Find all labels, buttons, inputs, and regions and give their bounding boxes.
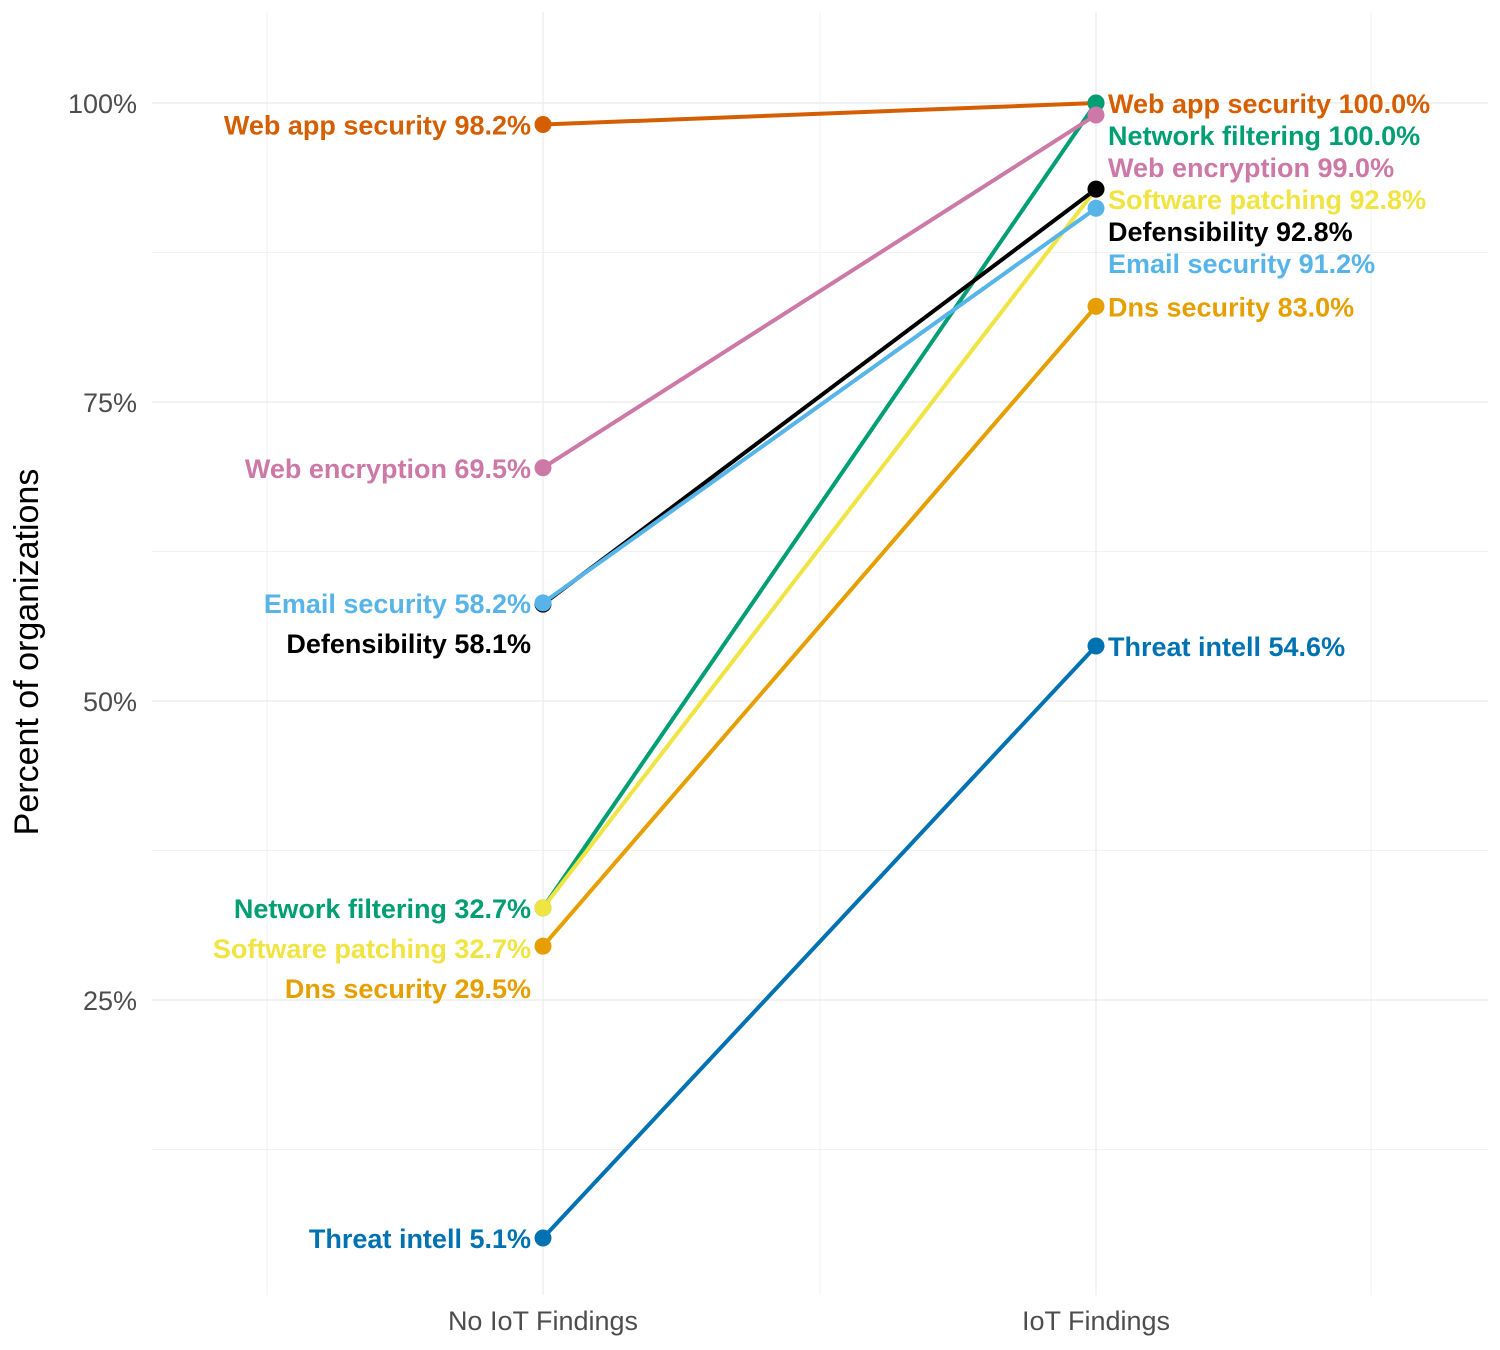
x-axis: No IoT Findings IoT Findings	[448, 1306, 1170, 1336]
label-dns-security-iot: Dns security 83.0%	[1108, 292, 1354, 322]
series-line-web-app-security	[541, 101, 1098, 127]
label-software-patching-iot: Software patching 92.8%	[1108, 185, 1426, 215]
label-software-patching-no-iot: Software patching 32.7%	[213, 934, 531, 964]
x-tick-label: IoT Findings	[1022, 1306, 1170, 1336]
series-line-network-filtering	[541, 101, 1098, 910]
x-tick-label: No IoT Findings	[448, 1306, 638, 1336]
point-web-encryption-no-iot	[534, 459, 552, 477]
series-line-web-encryption	[541, 112, 1098, 470]
label-threat-intell-no-iot: Threat intell 5.1%	[309, 1224, 531, 1254]
point-defensibility-iot	[1087, 180, 1105, 198]
y-tick-label: 100%	[68, 89, 137, 119]
label-threat-intell-iot: Threat intell 54.6%	[1108, 632, 1345, 662]
label-defensibility-no-iot: Defensibility 58.1%	[286, 629, 531, 659]
point-dns-security-iot	[1087, 297, 1105, 315]
y-axis-title: Percent of organizations	[8, 469, 46, 836]
label-email-security-no-iot: Email security 58.2%	[264, 589, 531, 619]
point-email-security-no-iot	[534, 594, 552, 612]
label-web-encryption-iot: Web encryption 99.0%	[1108, 153, 1394, 183]
label-network-filtering-iot: Network filtering 100.0%	[1108, 121, 1420, 151]
label-network-filtering-no-iot: Network filtering 32.7%	[234, 894, 531, 924]
series-line-dns-security	[541, 304, 1098, 949]
point-dns-security-no-iot	[534, 937, 552, 955]
point-threat-intell-no-iot	[534, 1229, 552, 1247]
label-web-app-security-no-iot: Web app security 98.2%	[224, 111, 531, 141]
y-tick-label: 25%	[83, 986, 137, 1016]
series-points	[534, 94, 1105, 1247]
point-email-security-iot	[1087, 199, 1105, 217]
series-line-software-patching	[541, 187, 1098, 910]
y-tick-label: 75%	[83, 388, 137, 418]
series-labels: Web app security 98.2% Web encryption 69.…	[213, 89, 1430, 1254]
point-threat-intell-iot	[1087, 637, 1105, 655]
series-lines	[541, 101, 1098, 1241]
y-tick-label: 50%	[83, 687, 137, 717]
point-web-encryption-iot	[1087, 106, 1105, 124]
point-network-filtering-iot	[1087, 94, 1105, 112]
point-web-app-security-no-iot	[534, 116, 552, 134]
label-web-encryption-no-iot: Web encryption 69.5%	[245, 454, 531, 484]
label-web-app-security-iot: Web app security 100.0%	[1108, 89, 1430, 119]
point-software-patching-no-iot	[534, 899, 552, 917]
y-axis: 25% 50% 75% 100%	[68, 89, 137, 1016]
label-email-security-iot: Email security 91.2%	[1108, 249, 1375, 279]
series-line-email-security	[541, 206, 1098, 605]
label-dns-security-no-iot: Dns security 29.5%	[285, 974, 531, 1004]
label-defensibility-iot: Defensibility 92.8%	[1108, 217, 1353, 247]
series-line-threat-intell	[541, 643, 1098, 1241]
